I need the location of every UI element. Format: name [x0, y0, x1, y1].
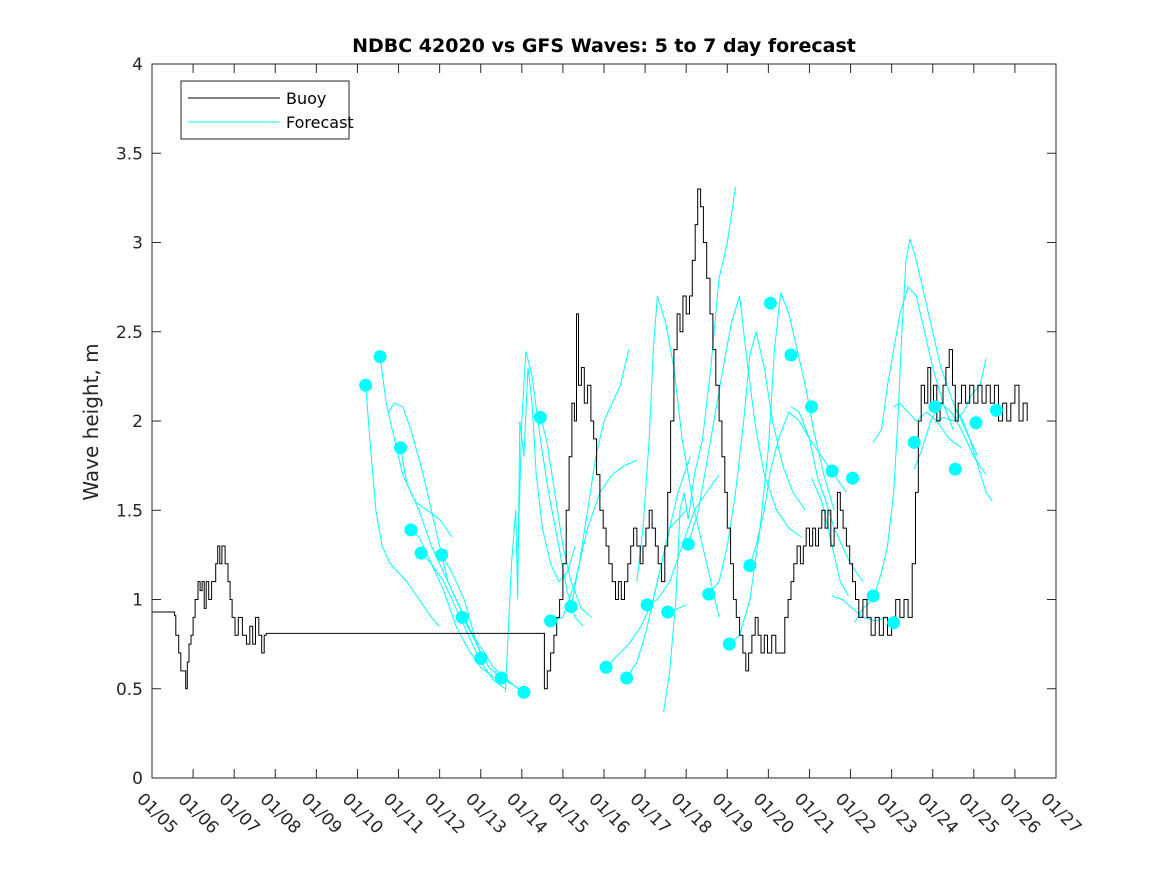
- legend-label-buoy: Buoy: [286, 89, 326, 108]
- y-tick-label: 3: [132, 234, 143, 254]
- forecast-marker-33: [989, 403, 1003, 417]
- forecast-marker-3: [394, 441, 408, 455]
- forecast-marker-20: [722, 637, 736, 651]
- forecast-marker-30: [928, 400, 942, 414]
- forecast-marker-12: [544, 614, 558, 628]
- y-tick-label: 3.5: [116, 144, 143, 164]
- forecast-line-22: [728, 292, 835, 645]
- forecast-marker-23: [784, 348, 798, 362]
- forecast-marker-19: [702, 587, 716, 601]
- forecast-marker-10: [517, 685, 531, 699]
- forecast-marker-5: [414, 546, 428, 560]
- forecast-marker-25: [825, 464, 839, 478]
- forecast-line-11: [539, 417, 593, 618]
- forecast-marker-7: [455, 610, 469, 624]
- buoy-line: [152, 188, 1028, 690]
- forecast-marker-4: [404, 523, 418, 537]
- forecast-line-15: [626, 509, 687, 679]
- forecast-marker-31: [948, 462, 962, 476]
- y-tick-label: 4: [132, 55, 143, 75]
- chart-title: NDBC 42020 vs GFS Waves: 5 to 7 day fore…: [352, 35, 856, 57]
- forecast-marker-27: [866, 589, 880, 603]
- y-tick-label: 1.5: [116, 501, 143, 521]
- forecast-marker-21: [743, 559, 757, 573]
- forecast-line-28: [872, 286, 954, 443]
- forecast-marker-26: [846, 471, 860, 485]
- y-tick-label: 1: [132, 591, 143, 611]
- forecast-marker-29: [907, 435, 921, 449]
- legend-box: [180, 80, 350, 140]
- forecast-line-30: [913, 402, 987, 475]
- y-axis-label: Wave height, m: [79, 343, 103, 500]
- forecast-line-26: [831, 595, 888, 622]
- forecast-line-27: [854, 238, 979, 623]
- forecast-marker-24: [805, 400, 818, 414]
- forecast-marker-22: [763, 296, 777, 310]
- forecast-line-24: [790, 406, 864, 582]
- forecast-line-14: [605, 456, 691, 668]
- forecast-line-9: [504, 367, 576, 693]
- forecast-marker-13: [564, 600, 578, 614]
- plot-data: [152, 187, 1028, 713]
- forecast-marker-1: [359, 378, 373, 392]
- y-tick-label: 2: [132, 412, 143, 432]
- forecast-marker-14: [599, 660, 613, 674]
- forecast-line-21: [708, 331, 806, 595]
- y-tick-label: 2.5: [116, 323, 143, 343]
- legend-label-forecast: Forecast: [286, 113, 354, 132]
- forecast-line-18: [663, 187, 736, 713]
- forecast-marker-9: [494, 671, 508, 685]
- forecast-line-1: [365, 385, 440, 627]
- forecast-line-13: [570, 349, 630, 607]
- forecast-marker-15: [620, 671, 634, 685]
- forecast-line-12: [550, 459, 638, 622]
- forecast-marker-2: [373, 350, 387, 364]
- forecast-line-20: [687, 295, 802, 545]
- forecast-marker-17: [661, 605, 675, 619]
- forecast-marker-6: [435, 548, 449, 562]
- y-tick-label: 0.5: [116, 680, 143, 700]
- forecast-marker-32: [969, 416, 983, 430]
- forecast-marker-16: [640, 598, 654, 612]
- y-tick-label: 0: [132, 769, 143, 789]
- forecast-marker-11: [533, 410, 547, 424]
- plot-area: [152, 187, 1028, 713]
- forecast-marker-28: [887, 616, 901, 630]
- forecast-marker-18: [681, 537, 695, 551]
- forecast-marker-8: [474, 651, 488, 665]
- legend: Buoy Forecast: [180, 80, 354, 140]
- forecast-line-23: [749, 411, 847, 566]
- forecast-line-19: [636, 295, 720, 618]
- forecast-line-32: [954, 409, 993, 502]
